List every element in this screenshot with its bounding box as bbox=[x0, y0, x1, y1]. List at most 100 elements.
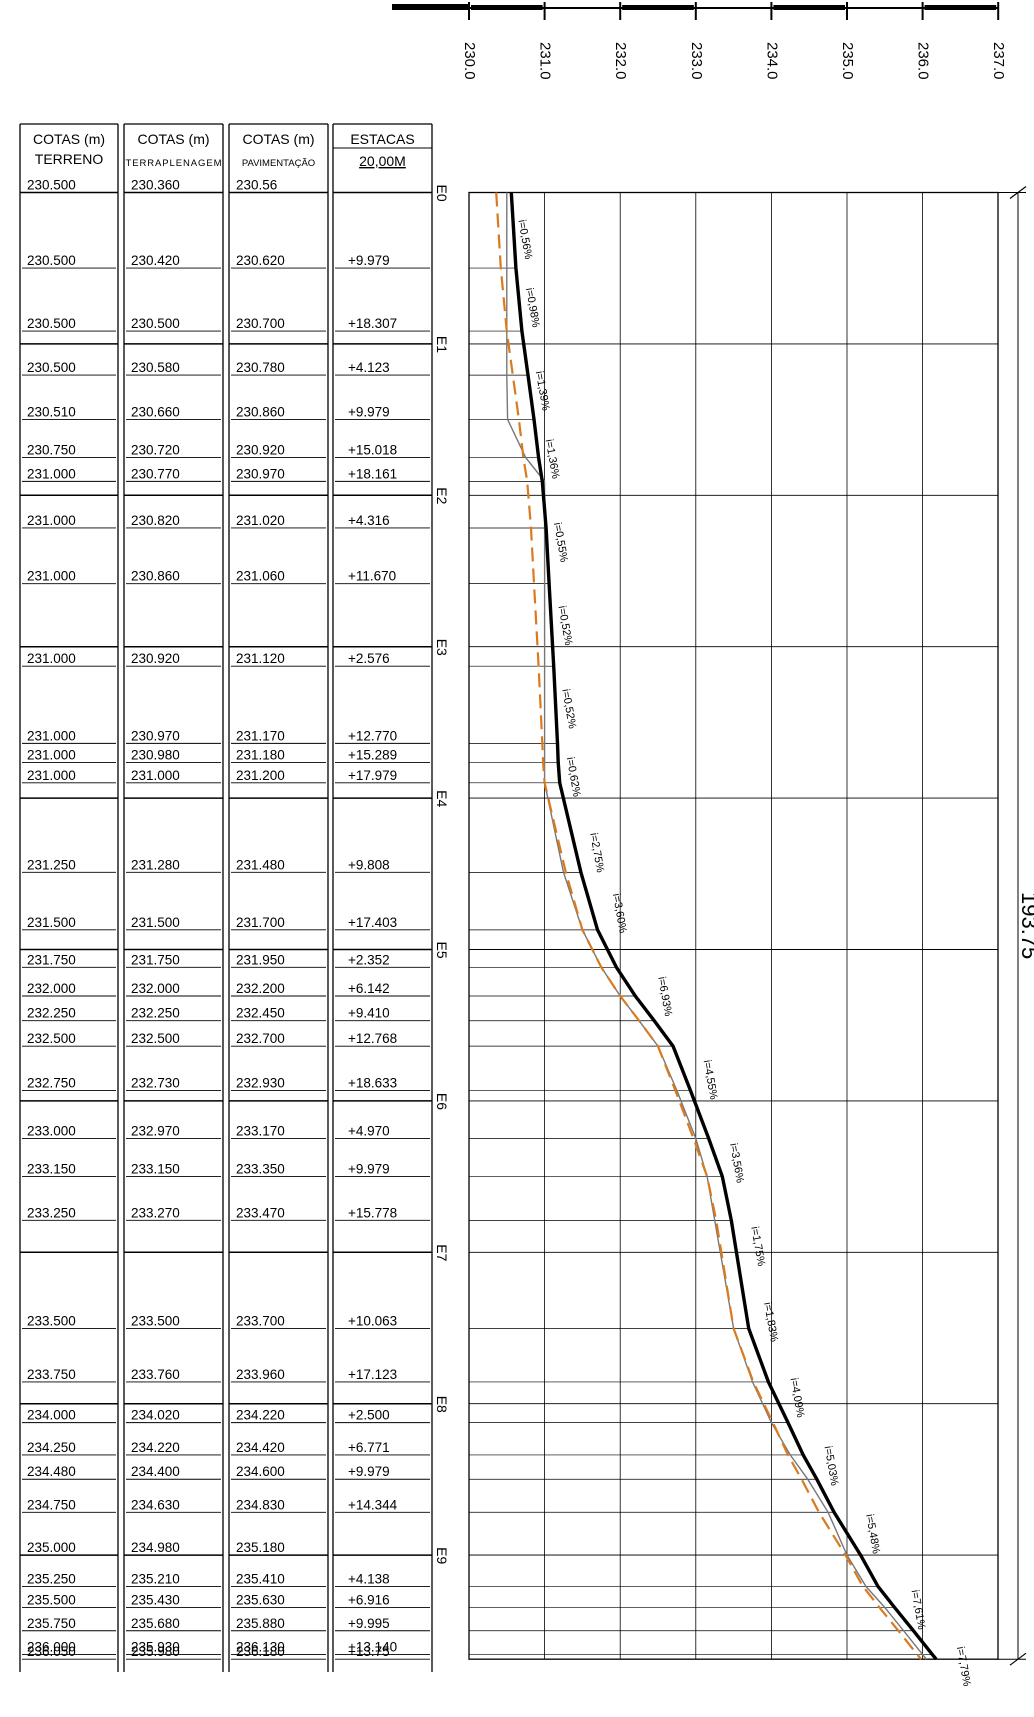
table-cell: 234.830 bbox=[236, 1497, 285, 1512]
table-cell: 230.420 bbox=[131, 253, 180, 268]
table-cell: +18.633 bbox=[348, 1076, 397, 1091]
table-cell: 230.720 bbox=[131, 443, 180, 458]
table-cell: 230.750 bbox=[27, 443, 76, 458]
scale-bar-segment bbox=[924, 5, 997, 10]
plot-frame bbox=[468, 191, 999, 1660]
table-cell: 235.880 bbox=[236, 1616, 285, 1631]
table-cell: 231.000 bbox=[27, 513, 76, 528]
table-cell: 235.750 bbox=[27, 1616, 76, 1631]
scale-tick-label: 234.0 bbox=[763, 42, 780, 80]
table-cell: 233.270 bbox=[131, 1205, 180, 1220]
table-cell: 230.920 bbox=[236, 443, 285, 458]
table-cell: 234.630 bbox=[131, 1497, 180, 1512]
table-cell: +17.123 bbox=[348, 1367, 397, 1382]
table-cell: 232.750 bbox=[27, 1076, 76, 1091]
scale-bar-segment bbox=[392, 4, 469, 10]
table-cell: +15.018 bbox=[348, 443, 397, 458]
scale-tick-label: 237.0 bbox=[990, 42, 1007, 80]
table-cell: 233.170 bbox=[236, 1124, 285, 1139]
slope-label: i=0,62% bbox=[564, 756, 583, 798]
table-cell: +10.063 bbox=[348, 1313, 397, 1328]
table-cell: 230.500 bbox=[27, 316, 76, 331]
table-cell: 234.750 bbox=[27, 1497, 76, 1512]
table-cell: 234.250 bbox=[27, 1440, 76, 1455]
slope-label: i=1,39% bbox=[533, 370, 552, 412]
table-cell: +4.123 bbox=[348, 360, 390, 375]
table-cell: 231.000 bbox=[27, 466, 76, 481]
total-length-dimension: 193.75 bbox=[998, 186, 1034, 1666]
table-cell: 231.000 bbox=[27, 569, 76, 584]
table-cell: 232.500 bbox=[131, 1031, 180, 1046]
scale-tick-label: 233.0 bbox=[688, 42, 705, 80]
table-cell: 235.430 bbox=[131, 1592, 180, 1607]
table-cell: 232.730 bbox=[131, 1076, 180, 1091]
table-cell: +6.916 bbox=[348, 1592, 390, 1607]
table-cell: 231.750 bbox=[27, 952, 76, 967]
table-cell: 230.920 bbox=[131, 651, 180, 666]
table-cell: 233.470 bbox=[236, 1205, 285, 1220]
slope-label: i=0,52% bbox=[559, 688, 578, 730]
table-cell: 230.820 bbox=[131, 513, 180, 528]
table-cell: 230.860 bbox=[131, 569, 180, 584]
station-label: E7 bbox=[434, 1244, 450, 1261]
table-cell: 233.960 bbox=[236, 1367, 285, 1382]
table-cell: +12.768 bbox=[348, 1031, 397, 1046]
table-cell: +15.778 bbox=[348, 1205, 397, 1220]
table-cell: 232.970 bbox=[131, 1124, 180, 1139]
table-cell: 231.180 bbox=[236, 747, 285, 762]
table-cell: 233.500 bbox=[27, 1313, 76, 1328]
table-cell: 231.000 bbox=[27, 768, 76, 783]
station-label: E1 bbox=[434, 336, 450, 353]
table-cell: +2.576 bbox=[348, 651, 390, 666]
scale-tick-label: 236.0 bbox=[915, 42, 932, 80]
column-header-title: ESTACAS bbox=[350, 131, 414, 147]
table-cell: +9.410 bbox=[348, 1006, 390, 1021]
slope-label: i=1,36% bbox=[543, 438, 562, 480]
slope-label: i=6,93% bbox=[655, 976, 674, 1018]
slope-labels: i=0,56% i=0,98% i=1,39% i=1,36% i=0,55% i=0,5… bbox=[515, 219, 972, 1688]
table-cell: 233.250 bbox=[27, 1205, 76, 1220]
table-cell: +9.979 bbox=[348, 1464, 390, 1479]
column-header-subtitle: TERRAPLENAGEM bbox=[126, 158, 222, 169]
table-cell: 232.250 bbox=[27, 1006, 76, 1021]
table-cell: 233.000 bbox=[27, 1124, 76, 1139]
column-header-title: COTAS (m) bbox=[242, 131, 314, 147]
ground-profile-line bbox=[506, 192, 927, 1660]
table-cell: 234.220 bbox=[131, 1440, 180, 1455]
station-label: E6 bbox=[434, 1093, 450, 1110]
table-cell: +13.140 bbox=[348, 1640, 397, 1655]
table-cell: 231.500 bbox=[27, 915, 76, 930]
column-header-subtitle: TERRENO bbox=[35, 151, 104, 167]
table-cell: +11.670 bbox=[348, 569, 396, 584]
table-cell: 231.700 bbox=[236, 915, 285, 930]
table-cell: 230.780 bbox=[236, 360, 285, 375]
slope-label: i=3,56% bbox=[727, 1142, 746, 1184]
table-cell: +15.289 bbox=[348, 747, 397, 762]
table-cell: 230.500 bbox=[27, 178, 76, 193]
table-cell: 232.250 bbox=[131, 1006, 180, 1021]
slope-label: i=1,75% bbox=[748, 1226, 767, 1268]
table-cell: +12.770 bbox=[348, 728, 397, 743]
table-cell: +13.75 bbox=[348, 1644, 390, 1659]
table-cell: 233.760 bbox=[131, 1367, 180, 1382]
slope-label: i=4,55% bbox=[701, 1059, 720, 1101]
table-cell: +9.979 bbox=[348, 253, 390, 268]
table-cell: 235.500 bbox=[27, 1592, 76, 1607]
profile-lines bbox=[495, 192, 938, 1661]
station-label: E3 bbox=[434, 639, 450, 656]
table-cell: +4.138 bbox=[348, 1571, 390, 1586]
column-header-subtitle: 20,00M bbox=[359, 153, 406, 169]
table-cell: +17.979 bbox=[348, 768, 397, 783]
table-cell: 234.420 bbox=[236, 1440, 285, 1455]
table-cell: 234.400 bbox=[131, 1464, 180, 1479]
table-cell: 234.000 bbox=[27, 1408, 76, 1423]
table-cell: 230.56 bbox=[236, 178, 277, 193]
table-cell: +4.970 bbox=[348, 1124, 390, 1139]
slope-label: i=2,75% bbox=[587, 832, 606, 874]
scale-tick-label: 235.0 bbox=[839, 42, 856, 80]
table-cell: 230.660 bbox=[131, 404, 180, 419]
table-cell: 234.220 bbox=[236, 1408, 285, 1423]
slope-label: i=0,55% bbox=[551, 522, 570, 564]
column-header-title: COTAS (m) bbox=[137, 131, 209, 147]
